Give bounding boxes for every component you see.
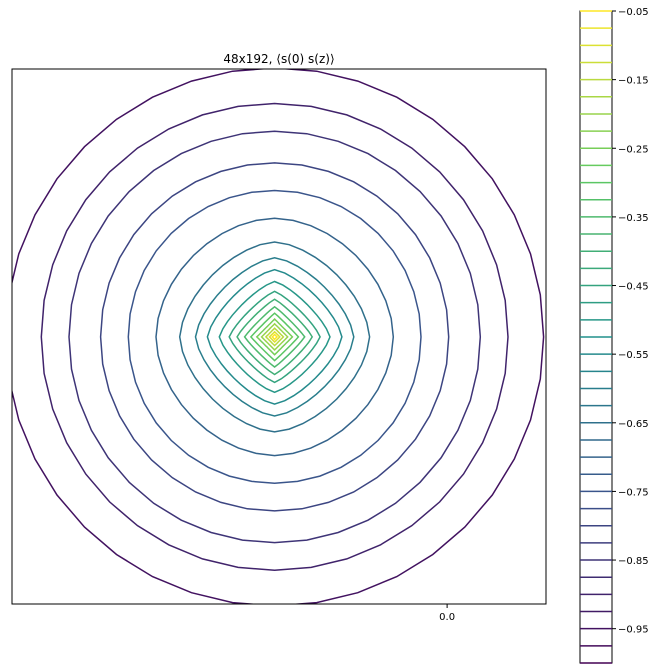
chart-title: 48x192, ⟨s(0) s(z)⟩ bbox=[223, 52, 334, 66]
contour-line-10 bbox=[228, 290, 321, 384]
contour-line-6 bbox=[178, 241, 371, 433]
colorbar-tick-label-9: −0.95 bbox=[618, 625, 649, 636]
contour-line-14 bbox=[255, 318, 294, 356]
colorbar-tick-label-2: −0.25 bbox=[618, 144, 649, 155]
colorbar-tick-label-8: −0.85 bbox=[618, 556, 649, 567]
contour-line-1 bbox=[40, 102, 509, 572]
colorbar-tick-label-0: −0.05 bbox=[618, 7, 649, 18]
colorbar-tick-label-4: −0.45 bbox=[618, 282, 649, 293]
colorbar-tick-label-5: −0.55 bbox=[618, 350, 649, 361]
contour-line-16 bbox=[264, 327, 285, 347]
plot-frame bbox=[11, 68, 547, 605]
contour-line-0 bbox=[12, 69, 545, 604]
contour-line-9 bbox=[218, 280, 331, 394]
contour-line-7 bbox=[194, 257, 355, 417]
contour-line-12 bbox=[243, 305, 306, 368]
contour-line-15 bbox=[260, 322, 289, 351]
contour-line-13 bbox=[249, 312, 300, 362]
contour-line-18 bbox=[271, 333, 279, 341]
colorbar: −0.05 −0.15 −0.25 −0.35 −0.45 −0.55 −0.65 −0.75… bbox=[579, 7, 649, 664]
contour-line-4 bbox=[127, 189, 422, 485]
x-axis: 0.0 bbox=[439, 604, 455, 623]
colorbar-tick-label-1: −0.15 bbox=[618, 76, 649, 87]
colorbar-tick-label-7: −0.75 bbox=[618, 487, 649, 498]
colorbar-tick-label-6: −0.65 bbox=[618, 419, 649, 430]
x-tick-label-0: 0.0 bbox=[439, 612, 455, 623]
contour-line-5 bbox=[155, 217, 395, 457]
contour-line-17 bbox=[268, 330, 281, 344]
contour-line-2 bbox=[68, 130, 482, 544]
contour-lines bbox=[12, 69, 545, 604]
contour-line-11 bbox=[236, 298, 314, 376]
colorbar-tick-label-3: −0.35 bbox=[618, 213, 649, 224]
contour-line-3 bbox=[99, 162, 450, 512]
contour-line-8 bbox=[206, 268, 343, 405]
